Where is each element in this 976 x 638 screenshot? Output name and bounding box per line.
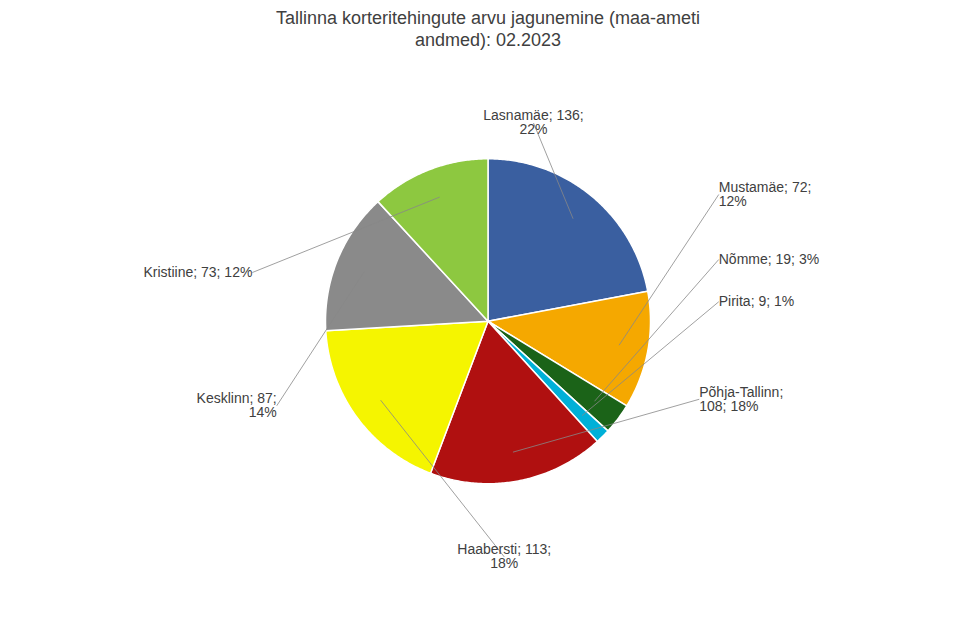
svg-text:Mustamäe; 72;12%: Mustamäe; 72;12% [719,179,812,209]
svg-text:Kristiine; 73; 12%: Kristiine; 73; 12% [143,264,252,280]
svg-text:Lasnamäe; 136;22%: Lasnamäe; 136;22% [483,108,583,138]
html-text:Tallinna korteritehingute arvu: Tallinna korteritehingute arvu jagunemin… [275,8,701,50]
svg-text:Haabersti; 113;18%: Haabersti; 113;18% [457,542,551,572]
svg-text:Nõmme; 19; 3%: Nõmme; 19; 3% [719,251,819,267]
svg-text:Kesklinn; 87;14%: Kesklinn; 87;14% [197,390,277,420]
svg-text:Põhja-Tallinn;108; 18%: Põhja-Tallinn;108; 18% [699,384,783,414]
svg-text:Pirita; 9; 1%: Pirita; 9; 1% [719,293,794,309]
